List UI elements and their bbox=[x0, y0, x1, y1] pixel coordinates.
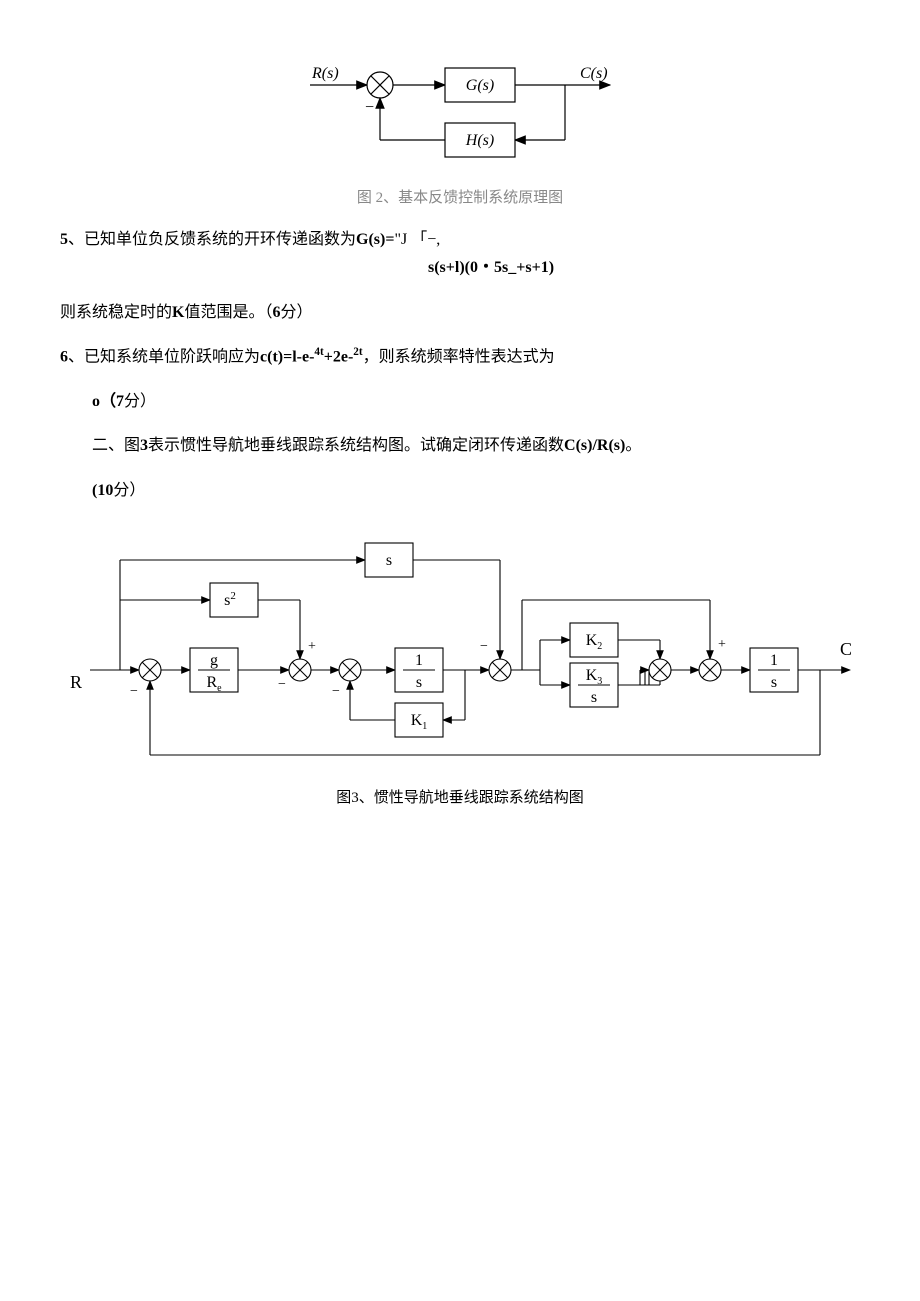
fig3-1s1-num: 1 bbox=[415, 652, 423, 669]
fig3-diagram: R C s s2 g Re 1 s K1 K2 K3 s 1 s bbox=[60, 520, 860, 780]
q2big-line2: (10分） bbox=[92, 476, 860, 506]
q5-numfrag: "J 「−, bbox=[394, 231, 440, 248]
fig3-1s2-num: 1 bbox=[770, 652, 778, 669]
fig2-minus-label: − bbox=[365, 99, 374, 116]
fig2-R-label: R(s) bbox=[311, 65, 339, 82]
fig3-s: s bbox=[386, 552, 392, 569]
fig3-gR-num: g bbox=[210, 652, 218, 669]
fig3-K3-den: s bbox=[591, 689, 597, 706]
q5-den: s(s+l)(0・5s_+s+1) bbox=[428, 253, 860, 283]
q5-line1: 5、已知单位负反馈系统的开环传递函数为G(s)="J 「−, s(s+l)(0・… bbox=[60, 225, 860, 284]
q5-line2: 则系统稳定时的K值范围是。（6分） bbox=[60, 298, 860, 328]
fig2-C-label: C(s) bbox=[580, 65, 608, 82]
fig3-caption: 图3、惯性导航地垂线跟踪系统结构图 bbox=[60, 786, 860, 807]
fig3-sum2-plus: + bbox=[308, 639, 316, 654]
fig3-C: C bbox=[840, 639, 852, 659]
fig3-sum4-minus: − bbox=[480, 639, 488, 654]
fig3-sum2-minus: − bbox=[278, 677, 286, 692]
q5-num: 5 bbox=[60, 231, 68, 248]
q2big-line1: 二、图3表示惯性导航地垂线跟踪系统结构图。试确定闭环传递函数C(s)/R(s)。 bbox=[92, 431, 860, 461]
fig2-G-label: G(s) bbox=[466, 77, 494, 94]
q6-line1: 6、已知系统单位阶跃响应为c(t)=l-e-4t+2e-2t，则系统频率特性表达… bbox=[60, 342, 860, 373]
fig2-diagram: R(s) C(s) G(s) H(s) − bbox=[280, 40, 640, 180]
fig3-sum6-plus: + bbox=[718, 637, 726, 652]
fig3-R: R bbox=[70, 672, 82, 692]
fig2-H-label: H(s) bbox=[465, 132, 494, 149]
q6-line2: o（7分） bbox=[92, 387, 860, 417]
fig2-caption: 图 2、基本反馈控制系统原理图 bbox=[60, 186, 860, 207]
fig3-sum3-minus: − bbox=[332, 684, 340, 699]
fig3-1s2-den: s bbox=[771, 674, 777, 691]
fig3-1s1-den: s bbox=[416, 674, 422, 691]
q5-G: G(s)= bbox=[356, 231, 394, 248]
fig3-sum1-minus: − bbox=[130, 684, 138, 699]
